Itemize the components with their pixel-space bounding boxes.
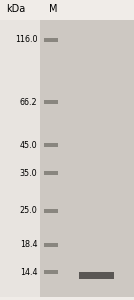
Bar [44, 171, 58, 175]
Bar [44, 38, 58, 42]
Text: 18.4: 18.4 [20, 240, 38, 249]
Text: 45.0: 45.0 [20, 141, 38, 150]
Text: 25.0: 25.0 [20, 206, 38, 215]
Bar [44, 100, 58, 104]
Text: M: M [49, 4, 58, 14]
Bar [40, 20, 134, 297]
Bar [44, 143, 58, 147]
Bar [0, 20, 40, 297]
Bar [44, 270, 58, 274]
Bar [79, 272, 114, 279]
Text: kDa: kDa [6, 4, 26, 14]
Bar [44, 243, 58, 247]
Text: 14.4: 14.4 [20, 268, 38, 277]
Bar [44, 209, 58, 213]
Text: 66.2: 66.2 [20, 98, 38, 107]
Text: 116.0: 116.0 [15, 35, 38, 44]
Text: 35.0: 35.0 [20, 169, 38, 178]
